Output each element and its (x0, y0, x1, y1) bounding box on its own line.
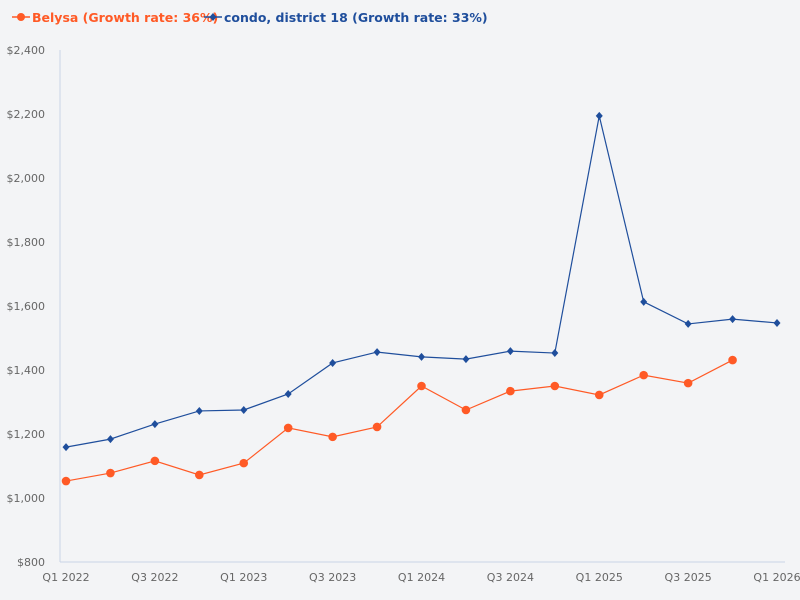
data-point (150, 456, 160, 466)
legend-label: condo, district 18 (Growth rate: 33%) (224, 10, 488, 25)
data-point (550, 381, 560, 391)
data-point (683, 378, 693, 388)
data-point (462, 355, 470, 364)
data-point (639, 370, 648, 380)
data-point (773, 318, 781, 327)
x-tick-label: Q1 2026 (753, 571, 800, 584)
data-point (461, 405, 471, 415)
data-point (61, 476, 71, 486)
data-point (240, 406, 248, 414)
data-point (62, 443, 70, 452)
legend-marker (209, 13, 217, 21)
data-point (729, 315, 737, 324)
data-point (551, 349, 559, 358)
data-point (195, 406, 203, 415)
y-tick-label: $2,200 (7, 108, 46, 121)
data-point (640, 297, 648, 306)
y-tick-label: $1,800 (7, 236, 46, 249)
y-tick-label: $1,000 (7, 492, 46, 505)
x-tick-label: Q1 2022 (42, 571, 89, 584)
x-tick-label: Q3 2024 (487, 571, 534, 584)
y-tick-label: $2,000 (7, 172, 46, 185)
data-point (595, 111, 603, 120)
data-point (373, 348, 381, 357)
x-tick-label: Q1 2023 (220, 571, 267, 584)
series-line-0 (65, 359, 733, 482)
data-point (195, 470, 204, 480)
y-tick-label: $800 (17, 556, 45, 569)
data-point (329, 358, 337, 367)
data-point (417, 381, 426, 391)
series-line-1 (65, 115, 778, 448)
x-tick-label: Q1 2025 (576, 571, 623, 584)
data-point (284, 390, 292, 398)
data-point (106, 435, 114, 444)
x-tick-label: Q3 2023 (309, 571, 356, 584)
legend-item: condo, district 18 (Growth rate: 33%) (204, 10, 488, 25)
x-tick-label: Q3 2025 (665, 571, 712, 584)
data-point (506, 386, 515, 396)
x-tick-label: Q3 2022 (131, 571, 178, 584)
data-point (239, 458, 249, 468)
data-point (328, 432, 337, 442)
data-point (418, 352, 425, 361)
data-point (151, 420, 159, 429)
data-point (684, 319, 692, 328)
legend-label: Belysa (Growth rate: 36%) (32, 10, 218, 25)
data-point (506, 347, 514, 356)
y-tick-label: $2,400 (7, 44, 46, 57)
data-point (106, 468, 115, 478)
x-tick-label: Q1 2024 (398, 571, 445, 584)
data-point (372, 422, 382, 432)
data-point (728, 355, 737, 365)
data-point (283, 423, 293, 433)
legend-item: Belysa (Growth rate: 36%) (12, 10, 218, 25)
y-tick-label: $1,200 (7, 428, 46, 441)
data-point (594, 390, 604, 400)
legend-marker (17, 13, 25, 21)
y-tick-label: $1,600 (7, 300, 46, 313)
y-tick-label: $1,400 (7, 364, 46, 377)
